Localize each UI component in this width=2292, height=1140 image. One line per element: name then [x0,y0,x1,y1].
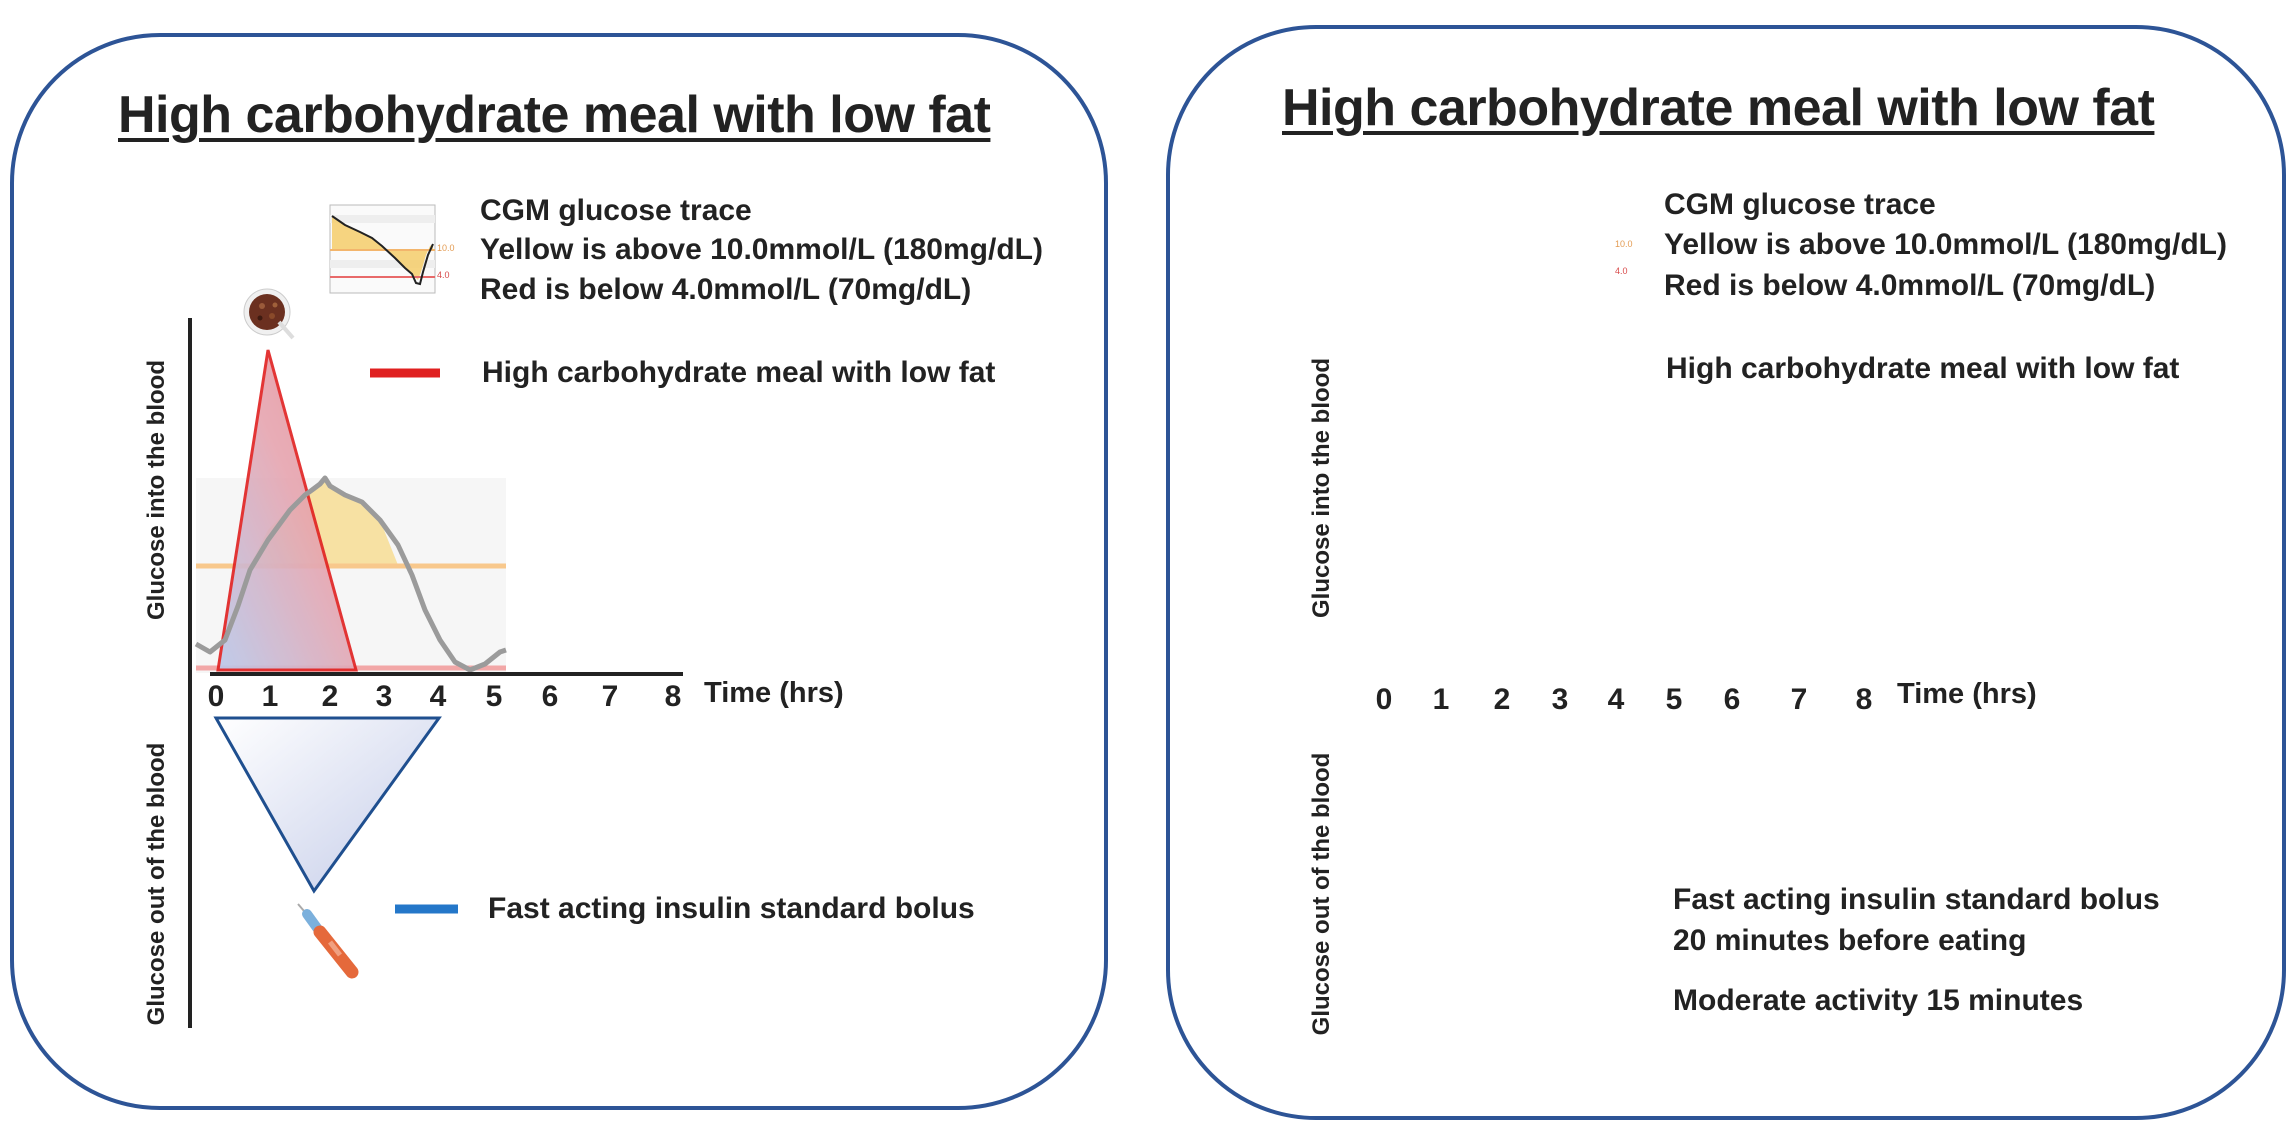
meal-legend-label: High carbohydrate meal with low fat [482,356,996,389]
x-tick: 3 [1551,683,1569,716]
cgm-thumbnail [329,204,436,294]
thumb-low-label: 4.0 [1615,266,1628,276]
x-tick: 8 [664,680,682,713]
panel-right [1166,25,2286,1120]
y-axis-label-top: Glucose into the blood [143,360,170,620]
panel-title: High carbohydrate meal with low fat [118,86,991,144]
insulin-pen-icon [297,903,359,979]
cgm-trace [194,475,507,673]
x-tick: 6 [541,680,559,713]
x-tick: 4 [429,680,447,713]
x-tick: 8 [1855,683,1873,716]
insulin-legend-label: Fast acting insulin standard bolus [1673,883,2160,916]
cgm-legend-title: CGM glucose trace [1664,188,1936,221]
x-tick: 0 [1375,683,1393,716]
x-tick: 2 [321,680,339,713]
cgm-legend-red: Red is below 4.0mmol/L (70mg/dL) [1664,269,2156,302]
thumb-low-label: 4.0 [437,270,450,280]
thumb-high-label: 10.0 [437,243,455,253]
panel-left [10,33,1108,1110]
food-bowl-icon [243,288,295,340]
x-tick: 4 [1607,683,1625,716]
y-axis-label-top: Glucose into the blood [1308,358,1335,618]
x-axis-label: Time (hrs) [1897,678,2037,710]
panel-title: High carbohydrate meal with low fat [1282,79,2155,137]
meal-legend-label: High carbohydrate meal with low fat [1666,352,2180,385]
x-tick: 7 [601,680,619,713]
x-tick: 1 [261,680,279,713]
x-axis-label: Time (hrs) [704,677,844,709]
thumb-high-label: 10.0 [1615,239,1633,249]
insulin-legend-label: Fast acting insulin standard bolus [488,892,975,925]
insulin-legend-note: 20 minutes before eating [1673,924,2027,957]
x-tick: 5 [485,680,503,713]
x-tick: 7 [1790,683,1808,716]
x-tick: 2 [1493,683,1511,716]
insulin-triangle [213,716,442,894]
cgm-legend-yellow: Yellow is above 10.0mmol/L (180mg/dL) [480,233,1043,266]
cgm-legend-title: CGM glucose trace [480,194,752,227]
x-tick: 3 [375,680,393,713]
x-tick: 1 [1432,683,1450,716]
cgm-legend-yellow: Yellow is above 10.0mmol/L (180mg/dL) [1664,228,2227,261]
x-tick: 5 [1665,683,1683,716]
y-axis-label-bottom: Glucose out of the blood [143,742,170,1026]
x-tick: 6 [1723,683,1741,716]
y-axis-label-bottom: Glucose out of the blood [1308,752,1335,1036]
activity-legend-label: Moderate activity 15 minutes [1673,984,2084,1017]
cgm-legend-red: Red is below 4.0mmol/L (70mg/dL) [480,273,972,306]
x-tick: 0 [207,680,225,713]
